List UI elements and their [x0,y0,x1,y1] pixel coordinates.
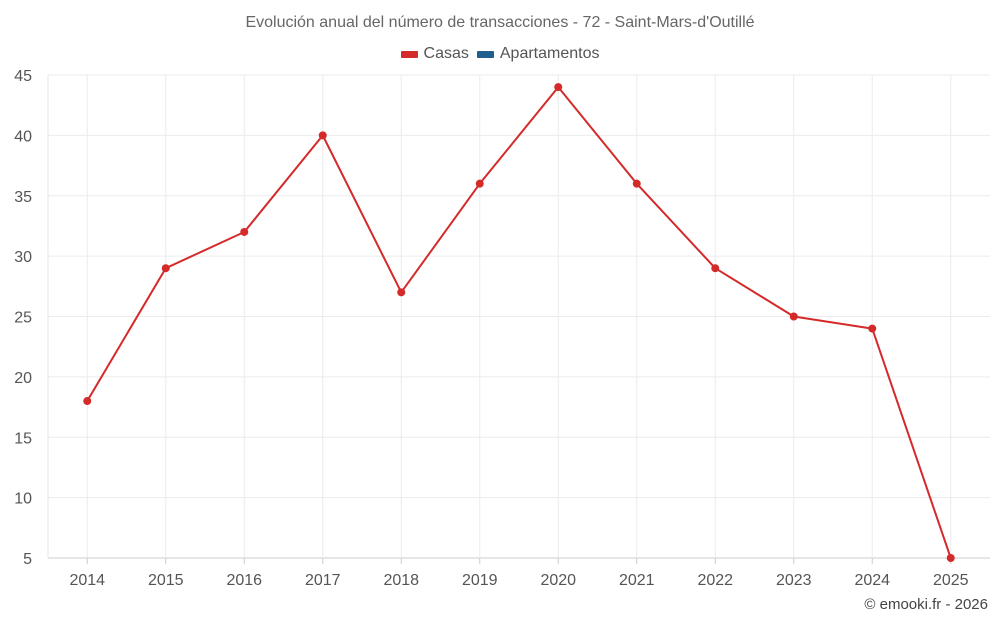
data-point-casas [554,83,563,92]
y-tick-label: 20 [14,370,32,387]
legend-swatch-casas [400,50,418,58]
data-point-casas [946,554,955,562]
data-point-casas [632,179,641,188]
legend: Casas Apartamentos [0,45,1000,63]
data-point-casas [789,312,798,321]
x-tick-label: 2016 [226,572,262,589]
legend-label-casas: Casas [423,45,469,62]
x-tick-label: 2020 [540,572,576,589]
x-tick-label: 2024 [854,572,890,589]
x-tick-label: 2019 [462,572,498,589]
data-point-casas [397,288,406,297]
x-tick-label: 2023 [776,572,812,589]
x-tick-label: 2014 [69,572,105,589]
series-line-casas [86,86,952,559]
data-point-casas [475,179,484,188]
x-tick-label: 2022 [697,572,733,589]
legend-item-casas[interactable]: Casas [400,45,469,63]
chart-title: Evolución anual del número de transaccio… [245,14,755,31]
y-tick-label: 10 [14,491,32,508]
legend-item-apartamentos[interactable]: Apartamentos [476,45,600,63]
x-tick-label: 2017 [305,572,341,589]
y-tick-label: 45 [14,68,32,85]
x-tick-label: 2018 [383,572,419,589]
y-tick-label: 5 [23,551,32,568]
y-tick-label: 25 [14,310,32,327]
data-point-casas [240,227,249,236]
legend-label-apartamentos: Apartamentos [499,45,600,62]
y-tick-label: 40 [14,128,32,145]
x-tick-label: 2015 [148,572,184,589]
x-tick-label: 2025 [933,572,969,589]
y-tick-label: 15 [14,430,32,447]
data-point-casas [161,264,170,273]
data-point-casas [83,397,92,406]
data-point-casas [318,131,327,140]
credit-text: © emooki.fr - 2026 [864,596,988,613]
x-tick-label: 2021 [619,572,655,589]
y-tick-label: 35 [14,189,32,206]
legend-swatch-apartamentos [476,50,494,58]
data-point-casas [868,324,877,333]
y-tick-label: 30 [14,249,32,266]
data-point-casas [711,264,720,273]
